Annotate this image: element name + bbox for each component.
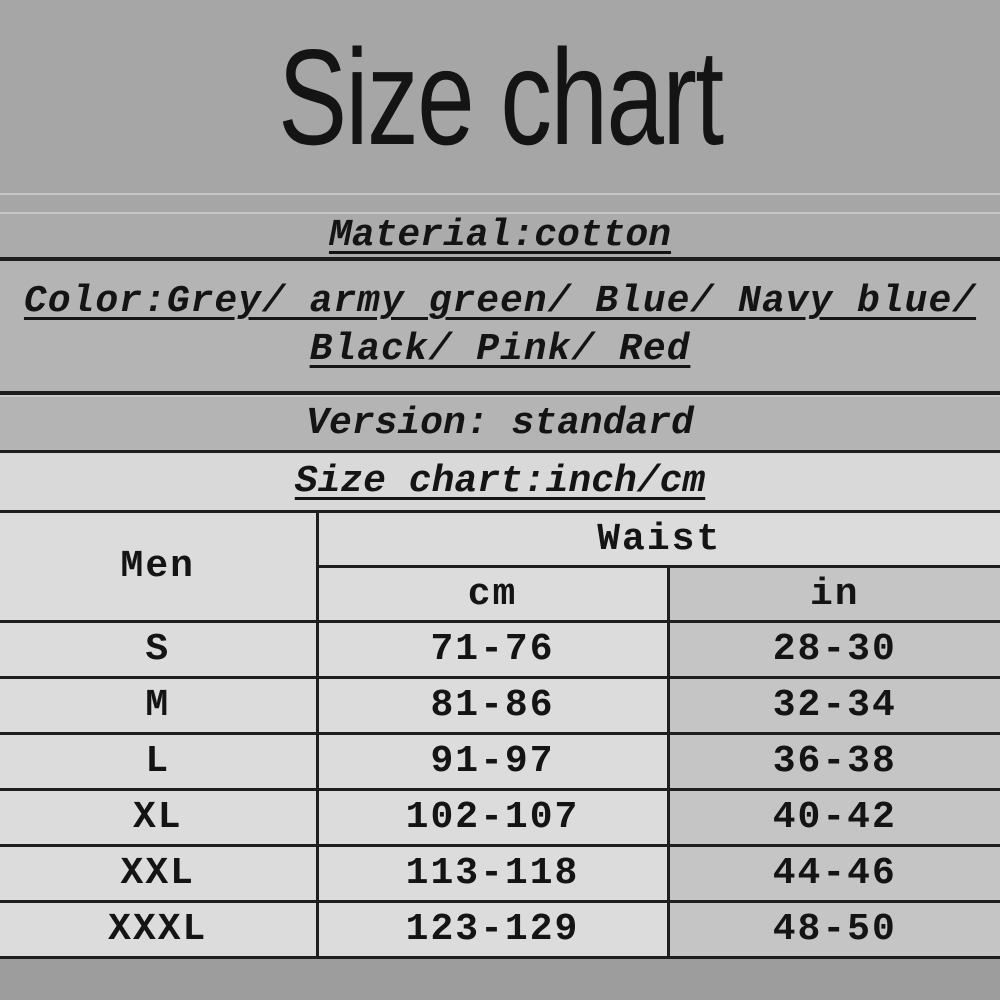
in-cell: 32-34 [668,676,1000,734]
size-chart-label-row: Size chart:inch/cm [0,453,1000,510]
in-cell: 44-46 [668,844,1000,902]
size-cell: XXL [0,844,319,902]
material-text: Material:cotton [328,214,672,257]
separator-strip [0,195,1000,214]
size-cell: M [0,676,319,734]
table-row: XL 102-107 40-42 [0,788,1000,846]
cm-header-cell: cm [317,565,670,622]
footer-band [0,959,1000,1000]
size-table: Men Waist cm in S 71-76 28-30 M 81-86 32… [0,510,1000,959]
material-row: Material:cotton [0,214,1000,261]
table-row: L 91-97 36-38 [0,732,1000,790]
table-row: XXXL 123-129 48-50 [0,900,1000,958]
version-text: Version: standard [306,402,694,445]
table-row: S 71-76 28-30 [0,620,1000,678]
color-line-1-wrap: Color:Grey/ army green/ Blue/ Navy blue/ [24,278,976,326]
men-header-cell: Men [0,510,319,622]
table-row: XXL 113-118 44-46 [0,844,1000,902]
in-cell: 40-42 [668,788,1000,846]
color-row: Color:Grey/ army green/ Blue/ Navy blue/… [0,261,1000,395]
table-unit-header-row: cm in [0,565,1000,622]
size-chart-label-text: Size chart:inch/cm [294,460,706,503]
color-line-1: Color:Grey/ army green/ Blue/ Navy blue/ [23,280,977,323]
cm-cell: 113-118 [317,844,670,902]
cm-cell: 102-107 [317,788,670,846]
color-line-2-wrap: Black/ Pink/ Red [310,326,691,374]
cm-cell: 81-86 [317,676,670,734]
in-header-cell: in [668,565,1000,622]
in-cell: 48-50 [668,900,1000,958]
size-cell: XL [0,788,319,846]
size-cell: L [0,732,319,790]
table-group-header-row: Men Waist [0,510,1000,622]
cm-cell: 91-97 [317,732,670,790]
in-cell: 36-38 [668,732,1000,790]
in-cell: 28-30 [668,620,1000,678]
size-cell: S [0,620,319,678]
banner: Size chart [0,0,1000,195]
cm-cell: 123-129 [317,900,670,958]
size-cell: XXXL [0,900,319,958]
waist-header-cell: Waist [317,510,1000,567]
cm-cell: 71-76 [317,620,670,678]
page-title: Size chart [277,20,724,173]
table-row: M 81-86 32-34 [0,676,1000,734]
version-row: Version: standard [0,395,1000,453]
color-line-2: Black/ Pink/ Red [309,328,691,371]
